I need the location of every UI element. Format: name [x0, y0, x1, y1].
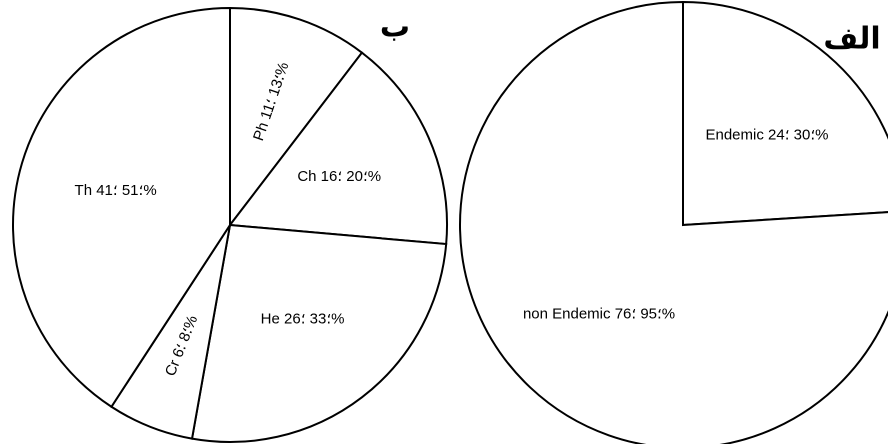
slice-label: Endemic ؛30 ؛24%	[705, 127, 828, 144]
slice-label: Ch ؛20 ؛16%	[297, 168, 381, 185]
chart-title: الف	[823, 22, 880, 57]
pie-slice	[229, 6, 364, 228]
pie-slice	[682, 0, 888, 227]
chart-title: ب	[380, 10, 410, 45]
pie-slice	[190, 223, 448, 443]
slice-label: He ؛33 ؛26%	[261, 311, 345, 328]
pie-slice	[228, 51, 448, 246]
slice-label: non Endemic ؛95 ؛76%	[523, 305, 675, 322]
pie-slice	[12, 6, 231, 409]
slice-label: Th ؛51 ؛41%	[75, 182, 157, 199]
pie-slice	[459, 0, 888, 444]
